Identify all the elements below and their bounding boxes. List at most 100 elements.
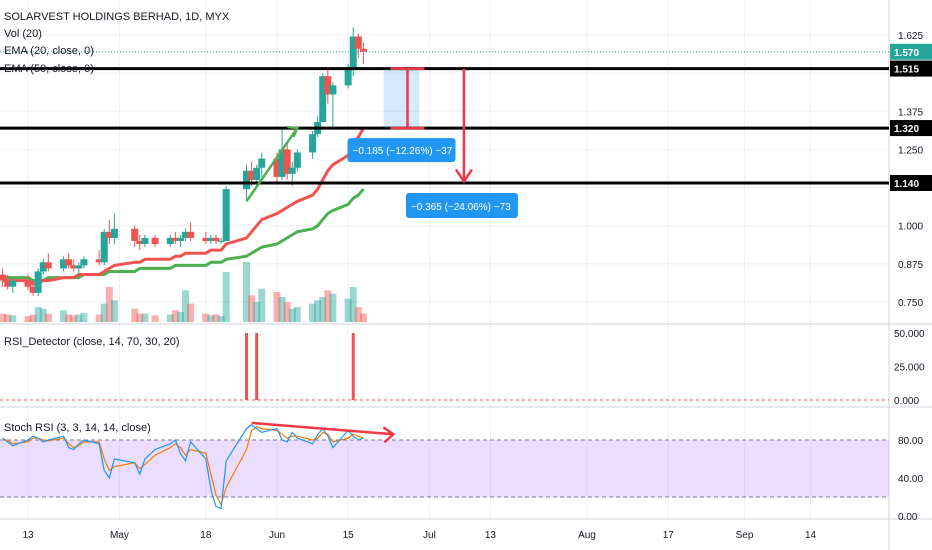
volume-bar bbox=[44, 313, 52, 322]
candle-body bbox=[212, 237, 220, 241]
volume-bar bbox=[349, 287, 357, 322]
volume-bar bbox=[359, 313, 367, 322]
volume-bar bbox=[75, 314, 83, 322]
volume-bar bbox=[187, 303, 195, 322]
candle-body bbox=[141, 237, 149, 245]
time-axis-tick: 15 bbox=[343, 530, 355, 541]
measure-label-box bbox=[405, 192, 518, 218]
axes: 1.625 1.375 1.250 1.000 0.875 0.750 50.000 25.0… bbox=[22, 31, 925, 541]
volume-bar bbox=[283, 302, 291, 322]
candle-body bbox=[243, 170, 251, 190]
volume-bar bbox=[309, 303, 317, 322]
candle-body bbox=[359, 48, 367, 52]
candlesticks bbox=[0, 27, 367, 296]
candle-body bbox=[319, 76, 327, 122]
rsi-axis-tick: 0.000 bbox=[894, 396, 919, 407]
stoch-axis-tick: 40.00 bbox=[898, 474, 923, 485]
candle-body bbox=[349, 36, 357, 68]
volume-bar bbox=[273, 292, 281, 322]
stoch-rsi-pane bbox=[0, 421, 889, 510]
stoch-d-line bbox=[2, 426, 364, 507]
volume-bar bbox=[60, 310, 68, 322]
candle-body bbox=[329, 85, 337, 95]
volume-bar bbox=[95, 314, 103, 322]
volume-bar bbox=[202, 313, 210, 322]
rsi-detector-pane bbox=[0, 333, 889, 401]
time-axis-tick: Jul bbox=[423, 530, 436, 541]
volume-bar bbox=[182, 290, 190, 322]
candle-body bbox=[39, 262, 47, 272]
stoch-axis-tick: 0.00 bbox=[898, 512, 918, 523]
rsi-axis-tick: 50.000 bbox=[894, 329, 925, 340]
drawings: −0.185 (−12.26%) −37 −0.365 (−24.06%) −73 bbox=[245, 67, 518, 218]
candle-body bbox=[202, 237, 210, 241]
stoch-k-line bbox=[2, 424, 364, 510]
volume-bar bbox=[354, 307, 362, 322]
volume-bar bbox=[131, 308, 139, 322]
volume-bar bbox=[217, 316, 225, 322]
time-axis-tick: May bbox=[110, 530, 129, 541]
level-price-label: 1.140 bbox=[894, 179, 919, 190]
rsi-axis-tick: 25.000 bbox=[894, 363, 925, 374]
candle-body bbox=[248, 170, 256, 180]
rsi-detector-label: RSI_Detector (close, 14, 70, 30, 20) bbox=[4, 336, 179, 348]
candle-body bbox=[187, 231, 195, 238]
volume-bar bbox=[293, 307, 301, 322]
divergence-line bbox=[251, 421, 394, 436]
rsi-signal-bar bbox=[255, 333, 259, 400]
uptrend-line bbox=[245, 127, 299, 203]
stoch-axis-tick: 80.00 bbox=[898, 436, 923, 447]
candle-body bbox=[34, 271, 42, 293]
candle-body bbox=[60, 259, 68, 269]
level-price-tag bbox=[890, 120, 932, 137]
candle-body bbox=[354, 36, 362, 49]
candle-body bbox=[309, 134, 317, 153]
ema20-line bbox=[2, 127, 365, 286]
volume-bar bbox=[29, 314, 37, 322]
candle-body bbox=[4, 280, 12, 287]
volume-bar bbox=[136, 313, 144, 322]
volume-bar bbox=[314, 300, 322, 322]
volume-bars bbox=[0, 262, 367, 322]
candle-body bbox=[166, 237, 174, 245]
time-axis-tick: 13 bbox=[22, 530, 34, 541]
candle-body bbox=[171, 237, 179, 241]
candle-body bbox=[278, 149, 286, 177]
candle-body bbox=[70, 265, 78, 269]
indicator-ema20-label: EMA (20, close, 0) bbox=[4, 45, 94, 57]
volume-bar bbox=[212, 314, 220, 322]
last-price-label: 1.570 bbox=[894, 48, 919, 59]
measure-label-text: −0.365 (−24.06%) −73 bbox=[411, 202, 511, 213]
volume-bar bbox=[288, 308, 296, 322]
divergence-arrowhead bbox=[382, 426, 396, 444]
volume-bar bbox=[253, 302, 261, 322]
volume-bar bbox=[151, 315, 159, 322]
uptrend-arrowhead bbox=[287, 125, 300, 138]
indicator-volume-label: Vol (20) bbox=[4, 28, 42, 40]
volume-bar bbox=[105, 287, 113, 322]
level-price-label: 1.320 bbox=[894, 124, 919, 135]
time-axis-tick: Jun bbox=[269, 530, 285, 541]
candle-body bbox=[95, 259, 103, 263]
candle-body bbox=[273, 158, 281, 177]
candle-body bbox=[324, 76, 332, 95]
last-price-tag bbox=[890, 43, 932, 60]
volume-bar bbox=[80, 312, 88, 322]
candle-body bbox=[258, 158, 266, 168]
volume-bar bbox=[70, 315, 78, 322]
volume-bar bbox=[319, 297, 327, 322]
candle-body bbox=[176, 237, 184, 241]
rsi-signal-bar bbox=[351, 333, 355, 400]
volume-bar bbox=[34, 307, 42, 322]
price-axis-tick: 0.875 bbox=[898, 260, 923, 271]
candle-body bbox=[293, 152, 301, 168]
volume-bar bbox=[222, 272, 230, 322]
volume-bar bbox=[166, 314, 174, 322]
volume-bar bbox=[39, 308, 47, 322]
time-axis-tick: 17 bbox=[663, 530, 675, 541]
candle-body bbox=[29, 286, 37, 293]
level-price-tag bbox=[890, 60, 932, 77]
grid-lines bbox=[0, 0, 889, 519]
level-price-label: 1.515 bbox=[894, 65, 919, 76]
